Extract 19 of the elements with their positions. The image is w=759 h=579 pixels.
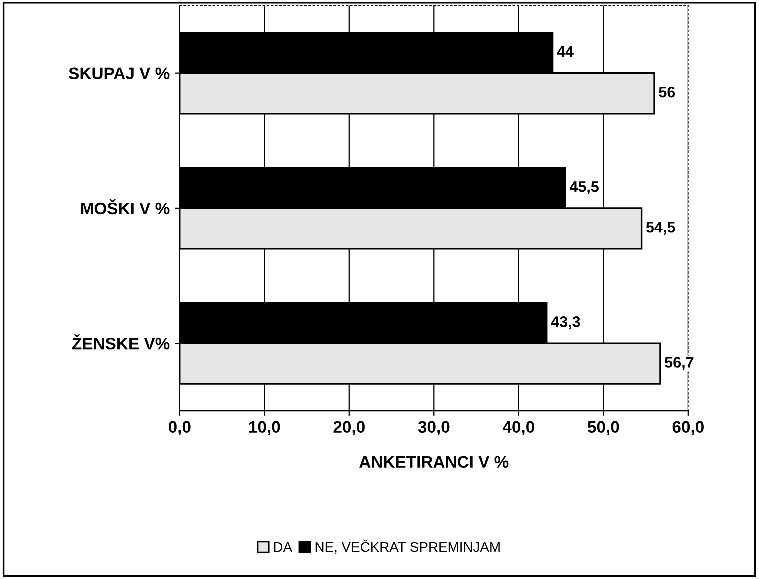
y-tick-label: ŽENSKE V% (72, 334, 170, 350)
x-tick-label: 50,0 (588, 421, 620, 436)
data-label: 54,5 (646, 222, 676, 236)
legend-label: NE, VEČKRAT SPREMINJAM (316, 540, 500, 554)
data-label: 43,3 (551, 316, 580, 330)
y-tick-label: MOŠKI V % (81, 200, 170, 215)
data-label: 45,5 (570, 182, 599, 194)
x-tick-label: 10,0 (249, 421, 280, 436)
x-tick-label: 40,0 (502, 421, 534, 436)
data-label: 56,7 (665, 357, 694, 370)
legend-label: DA (274, 542, 293, 552)
data-label: 56 (659, 86, 676, 98)
x-tick-label: 20,0 (334, 421, 365, 436)
x-tick-label: 0,0 (168, 421, 191, 436)
x-axis-title: ANKETIRANCI V % (360, 456, 509, 468)
y-tick-label: SKUPAJ V % (69, 68, 170, 80)
data-label: 44 (557, 46, 574, 58)
x-tick-label: 30,0 (418, 421, 450, 436)
x-tick-label: 60,0 (672, 421, 704, 436)
